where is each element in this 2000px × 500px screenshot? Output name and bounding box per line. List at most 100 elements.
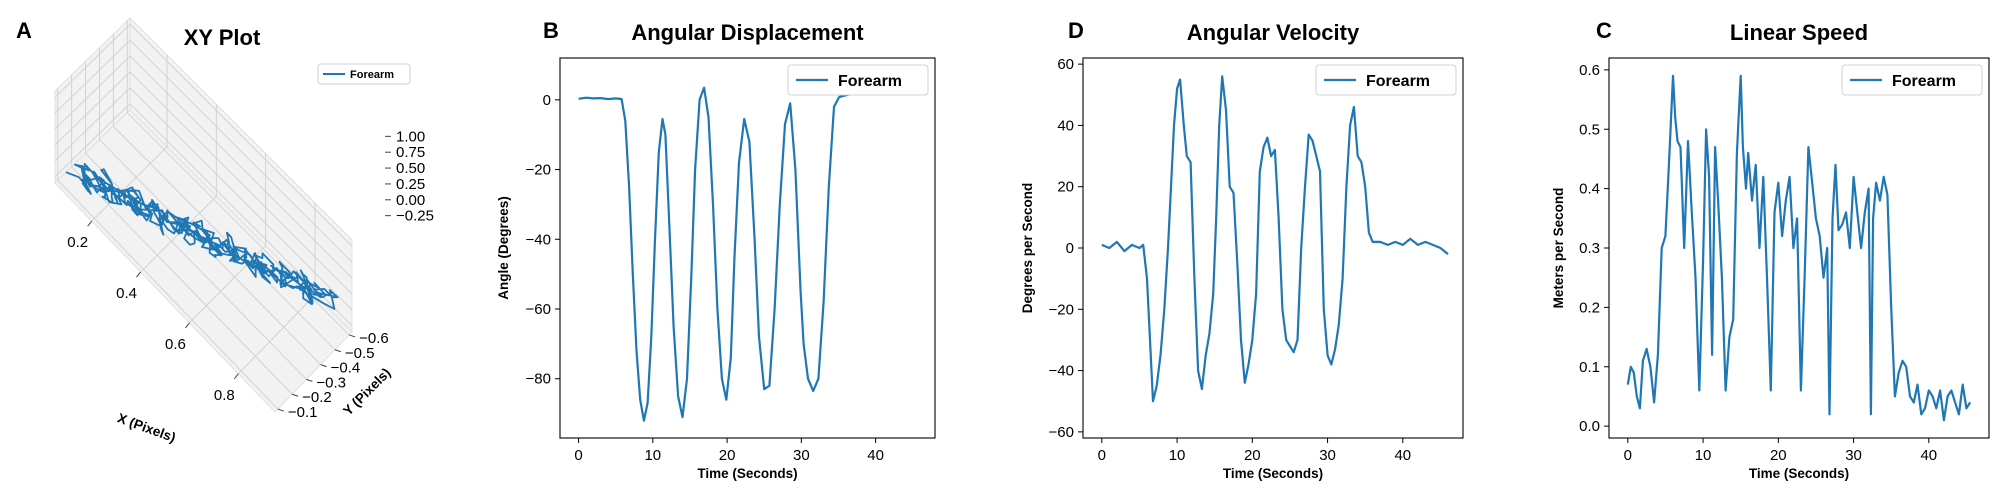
x-tick-label: 10 xyxy=(644,447,661,464)
panel-letter: C xyxy=(1596,18,1612,43)
y-tick-label: −0.3 xyxy=(316,374,346,391)
y-tick-label: −0.4 xyxy=(331,360,361,377)
x-tick-label: 10 xyxy=(1169,447,1186,464)
legend-box xyxy=(787,64,929,96)
x-tick-mark xyxy=(87,220,93,227)
y-axis-label: Angle (Degrees) xyxy=(496,196,511,300)
y-tick-label: 40 xyxy=(1057,117,1074,134)
y-axis-label: Meters per Second xyxy=(1551,188,1566,309)
legend: Forearm xyxy=(1315,64,1457,96)
y-tick-label: 0.2 xyxy=(1579,299,1600,316)
panel-B: B Angular Displacement 0 10 20 30 40 0 −20 −40 −60… xyxy=(496,18,936,481)
y-tick-label: 20 xyxy=(1057,179,1074,196)
x-tick-label: 30 xyxy=(793,447,810,464)
legend-box xyxy=(317,63,411,85)
grid-line xyxy=(238,294,316,375)
y-tick-mark xyxy=(291,393,299,397)
grid-line xyxy=(129,55,353,279)
legend-box xyxy=(1841,64,1983,96)
x-tick-mark xyxy=(136,271,141,278)
y-tick-label: −0.2 xyxy=(302,389,332,406)
legend-label: Forearm xyxy=(1366,73,1430,90)
legend-box xyxy=(1315,64,1457,96)
trajectory-line-forearm xyxy=(65,163,339,310)
grid-line xyxy=(129,24,353,247)
x-tick-label: 40 xyxy=(867,447,884,464)
x-tick-label: 30 xyxy=(1845,447,1862,464)
x-axis-label: Time (Seconds) xyxy=(697,466,797,481)
y-tick-mark xyxy=(277,408,285,412)
grid-line xyxy=(129,71,353,295)
y-tick-label: −20 xyxy=(526,162,551,179)
y-tick-label: −60 xyxy=(1049,424,1074,441)
series-line-forearm xyxy=(1101,75,1449,403)
legend: Forearm xyxy=(787,64,929,96)
x-tick-label: 0 xyxy=(1624,447,1632,464)
chart-title: XY Plot xyxy=(184,25,261,50)
x-tick-label: 40 xyxy=(1920,447,1937,464)
z-tick-label: −0.25 xyxy=(396,208,434,225)
y-tick-mark xyxy=(306,378,313,382)
y-axis-label: Degrees per Second xyxy=(1020,183,1035,314)
x-tick-mark xyxy=(233,373,239,380)
grid-line xyxy=(54,87,131,162)
legend-label: Forearm xyxy=(1892,73,1956,90)
x-tick-label: 10 xyxy=(1695,447,1712,464)
series-line-forearm xyxy=(578,84,884,422)
x-axis-label: Time (Seconds) xyxy=(1223,466,1323,481)
y-tick-label: 0 xyxy=(1066,240,1074,257)
plot-frame xyxy=(559,57,936,439)
grid-line xyxy=(54,55,131,130)
z-tick-label: 0.00 xyxy=(396,192,425,209)
panel-C: C Linear Speed 0 10 20 30 40 0.6 0.5 0.4 0.3 0.2 0.1… xyxy=(1551,18,1990,481)
x-tick-label: 0.8 xyxy=(214,387,235,404)
chart-title: Angular Velocity xyxy=(1187,20,1360,45)
y-tick-label: 0.3 xyxy=(1579,240,1600,257)
z-tick-label: 0.50 xyxy=(396,160,425,177)
legend-label: Forearm xyxy=(350,69,394,81)
legend: Forearm xyxy=(1841,64,1983,96)
panel-letter: A xyxy=(16,18,32,43)
legend-label: Forearm xyxy=(838,73,902,90)
panel-D: D Angular Velocity 0 10 20 30 40 60 40 20 0 −20 −40 −… xyxy=(1020,18,1464,481)
x-tick-label: 20 xyxy=(1244,447,1261,464)
x-tick-label: 20 xyxy=(719,447,736,464)
pane-floor xyxy=(54,109,353,413)
grid-line xyxy=(54,103,131,177)
x-tick-label: 0 xyxy=(574,447,582,464)
y-tick-label: 0.4 xyxy=(1579,181,1600,198)
y-tick-mark xyxy=(320,364,327,368)
grid-line xyxy=(54,39,131,114)
grid-line xyxy=(113,125,336,351)
panel-letter: D xyxy=(1068,18,1084,43)
y-tick-label: −0.6 xyxy=(359,330,389,347)
x-tick-label: 20 xyxy=(1770,447,1787,464)
x-tick-label: 30 xyxy=(1319,447,1336,464)
grid-line xyxy=(91,146,168,222)
y-tick-label: 0 xyxy=(543,92,551,109)
x-tick-label: 0.6 xyxy=(165,336,186,353)
y-tick-label: 0.1 xyxy=(1579,359,1600,376)
y-tick-label: −40 xyxy=(1049,363,1074,380)
grid-line xyxy=(129,39,353,263)
y-tick-label: −0.1 xyxy=(288,404,318,421)
y-tick-label: −20 xyxy=(1049,301,1074,318)
z-tick-label: 1.00 xyxy=(396,128,425,145)
y-tick-mark xyxy=(334,349,342,353)
y-tick-label: 60 xyxy=(1057,56,1074,73)
x-axis-label: Time (Seconds) xyxy=(1749,466,1849,481)
z-tick-label: 0.25 xyxy=(396,176,425,193)
x-tick-label: 0 xyxy=(1098,447,1106,464)
y-tick-label: −40 xyxy=(526,231,551,248)
series-line-forearm xyxy=(1626,74,1972,422)
x-axis-label: X (Pixels) xyxy=(115,410,177,445)
chart-title: Linear Speed xyxy=(1730,20,1868,45)
grid-line xyxy=(54,24,131,98)
legend: Forearm xyxy=(317,63,411,85)
y-tick-label: 0.6 xyxy=(1579,62,1600,79)
grid-line xyxy=(129,87,353,311)
grid-line xyxy=(54,71,131,146)
y-tick-mark xyxy=(348,334,356,338)
x-tick-label: 0.2 xyxy=(67,234,88,251)
